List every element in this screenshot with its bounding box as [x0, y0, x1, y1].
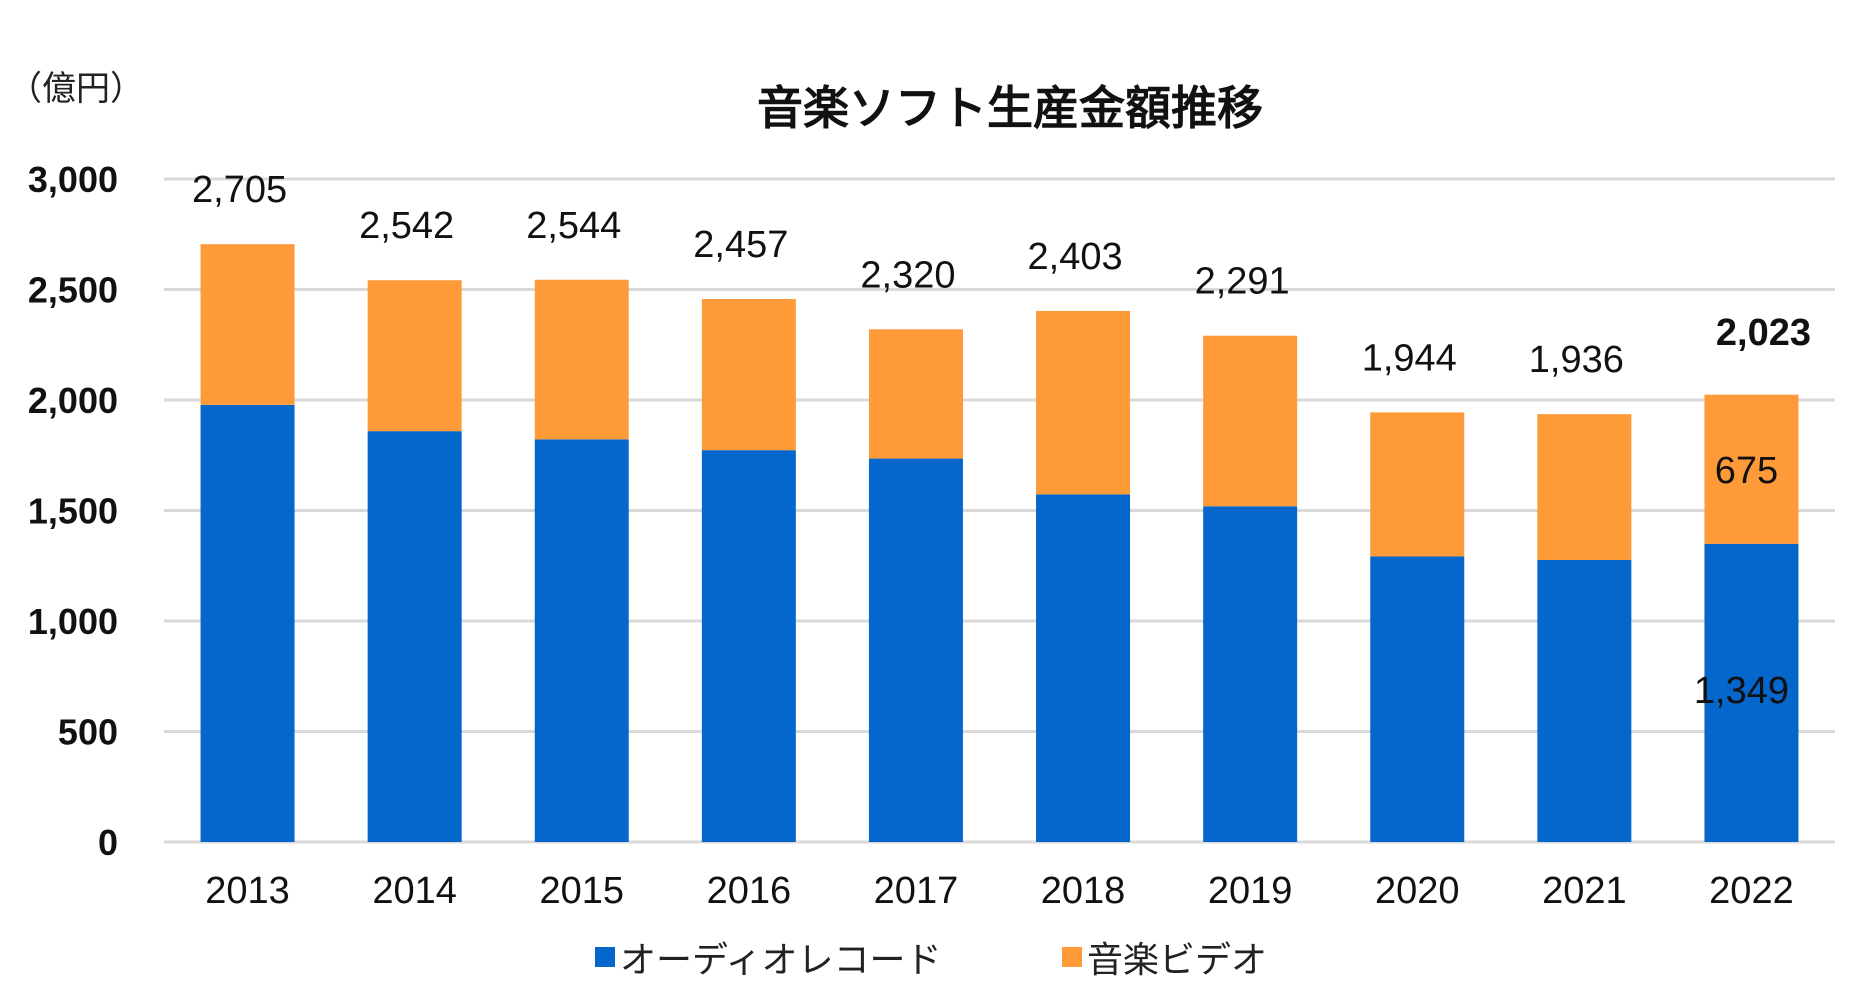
- legend-label-video: 音楽ビデオ: [1087, 940, 1267, 981]
- y-tick-label: 0: [98, 822, 118, 863]
- total-data-label: 1,936: [1529, 339, 1624, 381]
- bar-music-video: [200, 244, 295, 405]
- bar-audio-record: [1036, 494, 1131, 842]
- x-tick-label: 2021: [1542, 870, 1627, 912]
- total-data-label: 2,023: [1716, 312, 1811, 354]
- bar-audio-record: [1370, 556, 1465, 842]
- bar-music-video: [1704, 394, 1799, 544]
- legend: オーディオレコード 音楽ビデオ: [595, 940, 1267, 981]
- total-data-label: 2,544: [526, 205, 621, 247]
- x-tick-label: 2020: [1375, 870, 1460, 912]
- bar-audio-record: [1537, 560, 1632, 842]
- x-tick-label: 2019: [1208, 870, 1293, 912]
- bar-music-video: [534, 279, 629, 440]
- y-tick-label: 500: [58, 712, 118, 753]
- y-tick-label: 1,500: [28, 491, 118, 532]
- bar-music-video: [1036, 310, 1131, 495]
- bar-audio-record: [200, 404, 295, 842]
- bar-audio-record: [701, 450, 796, 842]
- total-data-label: 2,542: [359, 205, 454, 247]
- total-data-label: 2,403: [1028, 236, 1123, 278]
- bar-audio-record: [367, 431, 462, 842]
- x-tick-label: 2016: [707, 870, 792, 912]
- bar-audio-record: [534, 439, 629, 842]
- x-tick-label: 2015: [539, 870, 624, 912]
- x-tick-label: 2017: [874, 870, 959, 912]
- legend-label-audio: オーディオレコード: [620, 940, 941, 981]
- total-data-label: 2,291: [1195, 261, 1290, 303]
- total-data-label: 2,457: [693, 224, 788, 266]
- y-tick-label: 2,500: [28, 270, 118, 311]
- bar-music-video: [701, 299, 796, 451]
- bar-music-video: [1537, 414, 1632, 561]
- total-data-label: 1,944: [1362, 337, 1457, 379]
- bar-music-video: [367, 280, 462, 432]
- x-tick-label: 2018: [1041, 870, 1126, 912]
- bar-audio-record: [1203, 506, 1298, 842]
- y-tick-label: 1,000: [28, 601, 118, 642]
- data-label-video-2022: 675: [1715, 450, 1778, 492]
- x-tick-label: 2014: [372, 870, 457, 912]
- chart-title: 音楽ソフト生産金額推移: [757, 81, 1263, 135]
- bar-audio-record: [868, 458, 963, 842]
- data-label-audio-2022: 1,349: [1694, 670, 1789, 712]
- x-tick-label: 2013: [205, 870, 290, 912]
- legend-swatch-video: [1062, 947, 1082, 967]
- x-tick-label: 2022: [1709, 870, 1794, 912]
- y-tick-label: 2,000: [28, 380, 118, 421]
- legend-swatch-audio: [595, 947, 615, 967]
- bar-music-video: [1370, 412, 1465, 557]
- bar-music-video: [868, 329, 963, 459]
- total-data-label: 2,320: [860, 254, 955, 296]
- bar-music-video: [1203, 335, 1298, 507]
- y-axis-unit-label: （億円）: [8, 69, 144, 109]
- bar-audio-record: [1704, 543, 1799, 842]
- total-data-label: 2,705: [192, 169, 287, 211]
- y-tick-label: 3,000: [28, 159, 118, 200]
